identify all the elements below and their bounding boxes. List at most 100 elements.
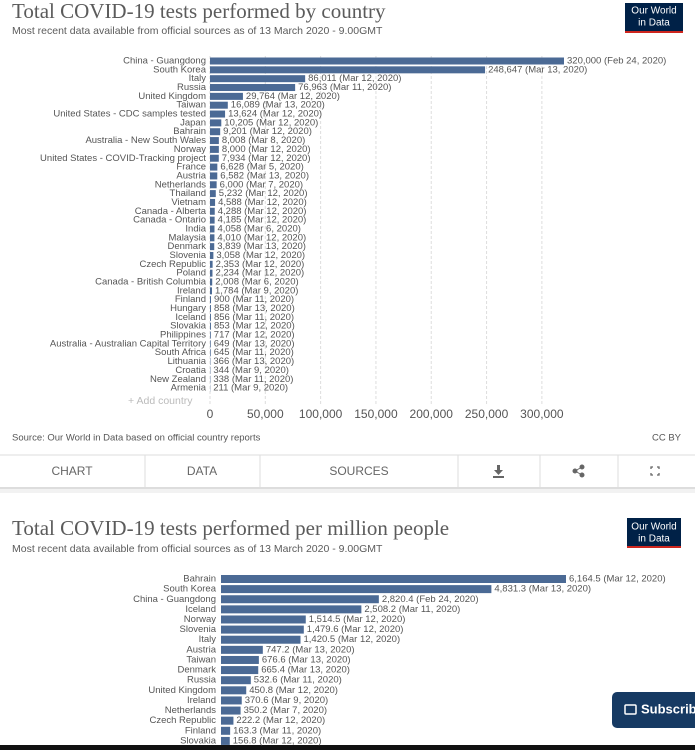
bar	[210, 305, 211, 313]
category-label: Netherlands	[155, 179, 206, 190]
logo[interactable]: Our World in Data	[625, 3, 683, 33]
download-icon[interactable]	[493, 465, 504, 478]
chart-title: Total COVID-19 tests performed by countr…	[12, 0, 386, 23]
value-label: 248,647 (Mar 13, 2020)	[488, 64, 587, 75]
bar	[210, 243, 215, 251]
bar	[210, 190, 216, 198]
value-label: 645 (Mar 11, 2020)	[214, 347, 294, 358]
value-label: 900 (Mar 11, 2020)	[214, 294, 294, 305]
category-label: Canada - British Columbia	[95, 277, 207, 288]
bar	[210, 260, 213, 268]
subscribe-button[interactable]: Subscribe	[612, 692, 695, 728]
chart-title: Total COVID-19 tests performed per milli…	[12, 516, 449, 540]
icon-part	[493, 476, 504, 478]
share-icon[interactable]	[572, 464, 585, 478]
category-label: Slovenia	[170, 250, 207, 261]
value-label: 649 (Mar 13, 2020)	[214, 338, 295, 349]
category-label: Hungary	[170, 303, 206, 314]
chart-subtitle: Most recent data available from official…	[12, 543, 383, 555]
value-label: 2,008 (Mar 6, 2020)	[215, 277, 298, 288]
bar	[221, 666, 259, 675]
value-label: 4,288 (Mar 12, 2020)	[218, 206, 307, 217]
bar	[210, 313, 211, 321]
logo-text: in Data	[638, 18, 670, 29]
category-label: United Kingdom	[148, 685, 216, 696]
value-label: 7,934 (Mar 12, 2020)	[222, 153, 311, 164]
value-label: 4,588 (Mar 12, 2020)	[218, 197, 307, 208]
bar	[210, 57, 564, 65]
value-label: 366 (Mar 13, 2020)	[213, 356, 294, 367]
bar	[221, 575, 566, 583]
value-label: 13,624 (Mar 12, 2020)	[228, 109, 322, 120]
category-label: Czech Republic	[139, 259, 206, 270]
bar	[210, 349, 211, 357]
category-label: Slovenia	[180, 624, 217, 635]
category-label: Iceland	[175, 312, 206, 323]
tab[interactable]: DATA	[187, 464, 217, 478]
value-label: 450.8 (Mar 12, 2020)	[249, 685, 338, 696]
value-label: 156.8 (Mar 12, 2020)	[233, 735, 322, 746]
value-label: 2,353 (Mar 12, 2020)	[216, 259, 305, 270]
bar	[210, 154, 219, 162]
bar	[210, 278, 213, 286]
tab[interactable]: CHART	[51, 464, 93, 478]
value-label: 4,185 (Mar 12, 2020)	[218, 215, 307, 226]
category-label: Slovakia	[170, 321, 207, 332]
category-label: Croatia	[175, 365, 206, 376]
value-label: 747.2 (Mar 13, 2020)	[266, 644, 355, 655]
bar	[210, 251, 214, 259]
bar	[221, 726, 231, 735]
category-label: Slovakia	[180, 735, 217, 746]
bar	[210, 128, 221, 136]
category-label: Norway	[174, 144, 206, 155]
category-label: Lithuania	[167, 356, 206, 367]
add-country[interactable]: + Add country	[128, 395, 193, 407]
category-label: India	[185, 223, 206, 234]
value-label: 3,058 (Mar 12, 2020)	[216, 250, 305, 261]
x-tick-label: 100,000	[299, 407, 343, 421]
bar	[210, 331, 211, 339]
value-label: 86,011 (Mar 12, 2020)	[308, 73, 401, 84]
tab[interactable]: SOURCES	[329, 464, 388, 478]
category-label: Ireland	[177, 285, 206, 296]
value-label: 853 (Mar 12, 2020)	[214, 321, 295, 332]
category-label: Italy	[199, 634, 217, 645]
bar	[210, 172, 218, 180]
category-label: United States - COVID-Tracking project	[40, 153, 206, 164]
category-label: Finland	[185, 725, 216, 736]
tab-bar: CHART DATA SOURCES	[0, 454, 695, 489]
logo-text: in Data	[638, 534, 670, 545]
license[interactable]: CC BY	[652, 433, 682, 444]
category-label: Poland	[176, 268, 206, 279]
category-label: Australia - Australian Capital Territory	[50, 338, 206, 349]
category-label: Finland	[175, 294, 206, 305]
bar	[210, 84, 296, 92]
value-label: 1,479.6 (Mar 12, 2020)	[307, 624, 404, 635]
bar	[221, 585, 492, 594]
bar	[210, 101, 228, 109]
category-label: China - Guangdong	[123, 56, 206, 67]
category-label: Austria	[176, 170, 206, 181]
value-label: 370.6 (Mar 9, 2020)	[245, 695, 328, 706]
bar	[210, 322, 211, 330]
category-label: Denmark	[167, 241, 206, 252]
category-label: South Africa	[155, 347, 207, 358]
bar	[210, 198, 216, 206]
value-label: 10,205 (Mar 12, 2020)	[224, 117, 318, 128]
category-label: Vietnam	[171, 197, 206, 208]
x-tick-label: 200,000	[410, 407, 454, 421]
logo-box	[627, 518, 681, 546]
category-label: Italy	[189, 73, 207, 84]
x-tick-label: 250,000	[465, 407, 509, 421]
category-label: United Kingdom	[138, 91, 206, 102]
value-label: 4,058 (Mar 6, 2020)	[217, 223, 300, 234]
value-label: 350.2 (Mar 7, 2020)	[244, 705, 327, 716]
fullscreen-icon[interactable]	[650, 466, 660, 476]
category-label: Norway	[184, 614, 216, 625]
category-label: Canada - Alberta	[135, 206, 207, 217]
category-label: Netherlands	[165, 705, 216, 716]
logo[interactable]: Our World in Data	[627, 518, 681, 548]
category-label: New Zealand	[150, 374, 206, 385]
category-label: Thailand	[170, 188, 206, 199]
